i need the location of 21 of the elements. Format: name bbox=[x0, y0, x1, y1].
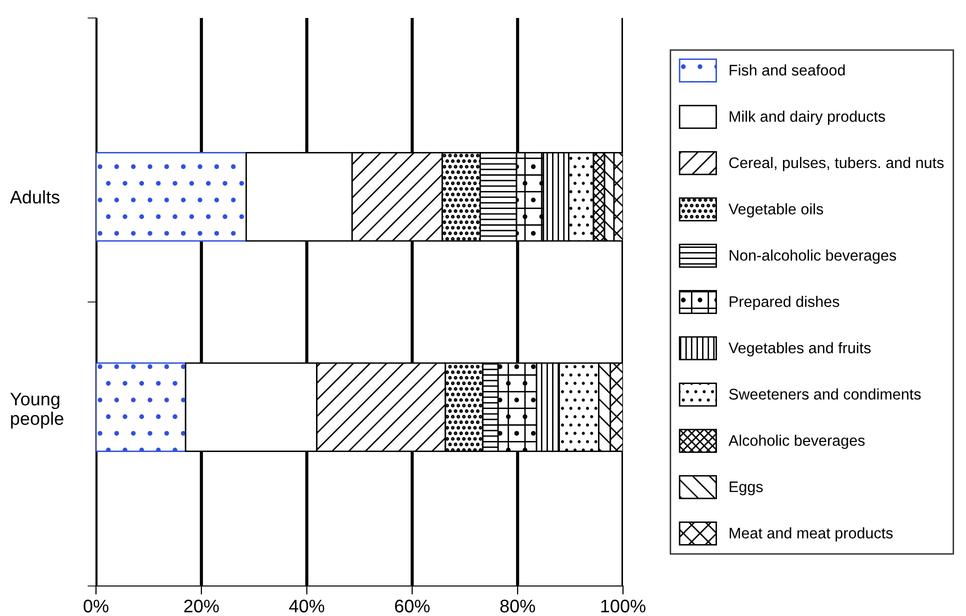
y-tick-label: Adults bbox=[10, 190, 60, 204]
legend-label: Meat and meat products bbox=[730, 527, 893, 542]
legend-label: Fish and seafood bbox=[730, 64, 845, 76]
legend-label: Vegetables and fruits bbox=[728, 342, 871, 356]
legend-label: Alcoholic beverages bbox=[728, 434, 865, 449]
x-tick-label: 100% bbox=[601, 600, 646, 612]
x-tick-label: 40% bbox=[289, 600, 324, 612]
bar bbox=[96, 152, 247, 242]
legend-label: Milk and dairy products bbox=[730, 110, 886, 125]
legend-label: Cereal, pulses, tubers. and nuts bbox=[729, 156, 944, 172]
x-tick-label: 20% bbox=[184, 600, 219, 612]
x-tick-label: 0% bbox=[84, 600, 108, 612]
x-tick-label: 60% bbox=[395, 600, 430, 612]
x-tick-label: 80% bbox=[500, 600, 536, 612]
legend-label: Sweeteners and condiments bbox=[729, 388, 921, 400]
legend-label: Non-alcoholic beverages bbox=[730, 250, 896, 264]
legend-label: Eggs bbox=[730, 482, 763, 496]
bar bbox=[96, 362, 186, 452]
legend-label: Vegetable oils bbox=[728, 203, 824, 218]
y-tick-label: Young people bbox=[10, 392, 64, 429]
legend-label: Prepared dishes bbox=[730, 296, 840, 310]
